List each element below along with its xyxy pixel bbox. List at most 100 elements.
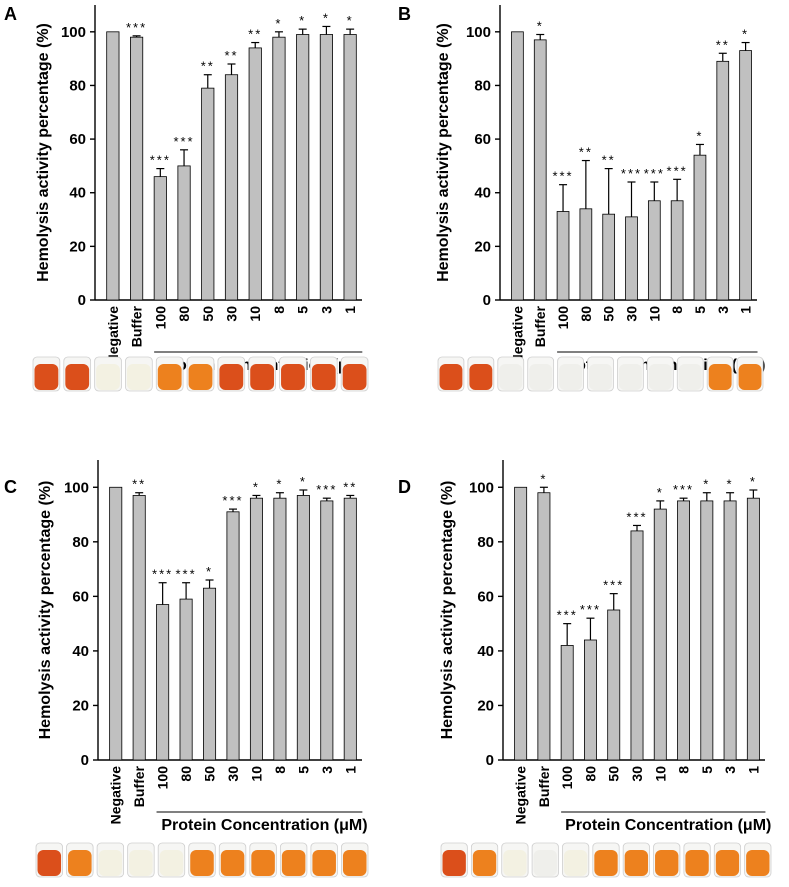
- category-label: 100: [559, 766, 575, 790]
- tube-liquid: [342, 850, 367, 876]
- significance-label: *: [275, 16, 282, 31]
- bar-80: [579, 208, 593, 301]
- tube-liquid: [563, 850, 588, 876]
- tube: [186, 356, 215, 392]
- tube: [706, 356, 734, 392]
- tube: [125, 356, 153, 392]
- tube-liquid: [34, 364, 59, 390]
- tube: [557, 356, 584, 392]
- significance-label: *: [696, 128, 703, 143]
- category-label: Negative: [108, 766, 124, 825]
- category-label: 50: [601, 306, 617, 322]
- bar-50: [607, 609, 621, 761]
- tube-liquid: [342, 364, 367, 390]
- tube: [676, 356, 704, 392]
- y-tick-label: 0: [81, 752, 89, 769]
- tube: [279, 356, 307, 392]
- category-label: 5: [295, 766, 311, 774]
- bar-30: [625, 216, 638, 301]
- significance-label: ***: [673, 482, 694, 497]
- tube-liquid: [469, 364, 493, 390]
- y-tick-label: 100: [469, 479, 494, 496]
- tube-liquid: [37, 850, 62, 876]
- significance-label: ***: [222, 493, 243, 508]
- bar-buffer: [537, 492, 551, 761]
- tube-liquid: [715, 850, 740, 876]
- y-tick-label: 60: [72, 588, 89, 605]
- significance-label: ***: [175, 567, 196, 582]
- tube-liquid: [618, 364, 642, 390]
- bar-80: [177, 165, 191, 301]
- y-tick-label: 60: [474, 131, 491, 148]
- tube-liquid: [188, 364, 213, 390]
- tube: [592, 842, 620, 878]
- category-label: 30: [224, 306, 240, 322]
- significance-label: *: [657, 485, 664, 500]
- tube: [155, 356, 184, 392]
- bar-8: [272, 36, 286, 301]
- tube-liquid: [678, 364, 702, 390]
- y-axis-label: Hemolysis activity percentage (%): [439, 481, 456, 740]
- tube-liquid: [250, 364, 275, 390]
- y-tick-label: 40: [474, 185, 491, 202]
- category-label: Buffer: [129, 305, 145, 347]
- tube: [646, 356, 674, 392]
- tube-liquid: [472, 850, 497, 876]
- tube: [467, 356, 495, 392]
- bar-80: [179, 598, 193, 761]
- y-tick-label: 80: [69, 77, 86, 94]
- significance-label: **: [132, 477, 146, 492]
- tube-liquid: [624, 850, 649, 876]
- y-tick-label: 0: [483, 292, 491, 309]
- category-label: 10: [646, 306, 662, 322]
- bar-30: [224, 74, 239, 301]
- category-label: 30: [629, 766, 645, 782]
- significance-label: ***: [152, 567, 173, 582]
- tube-liquid: [219, 364, 244, 390]
- category-label: 3: [722, 766, 738, 774]
- tube: [736, 356, 764, 392]
- tube: [310, 842, 338, 878]
- significance-label: **: [716, 37, 730, 52]
- category-label: 50: [202, 766, 218, 782]
- tube: [96, 842, 125, 878]
- tube: [66, 842, 94, 878]
- significance-label: ***: [626, 509, 647, 524]
- category-label: 30: [624, 306, 640, 322]
- tube-liquid: [281, 364, 305, 390]
- tube-liquid: [708, 364, 732, 390]
- category-label: 3: [318, 306, 334, 314]
- tube-liquid: [594, 850, 618, 876]
- tube-liquid: [157, 364, 182, 390]
- category-label: Buffer: [536, 765, 552, 807]
- y-tick-label: 0: [486, 752, 494, 769]
- tube-liquid: [655, 850, 679, 876]
- tube: [617, 356, 644, 392]
- significance-label: ***: [580, 602, 601, 617]
- tube-liquid: [68, 850, 92, 876]
- tube-photo-strip: [437, 356, 764, 392]
- bar-100: [153, 176, 167, 301]
- panel-letter: D: [398, 477, 411, 497]
- significance-label: ***: [644, 166, 665, 181]
- significance-label: *: [750, 474, 757, 489]
- significance-label: *: [276, 477, 283, 492]
- bar-50: [201, 87, 215, 301]
- bar-10: [249, 497, 263, 761]
- bar-8: [677, 500, 690, 761]
- category-label: Negative: [513, 766, 529, 825]
- tube-liquid: [129, 850, 153, 876]
- category-label: Negative: [105, 306, 121, 365]
- panel-a: A 0 20 40 60 80 100 Hemolysis activity percenta…: [4, 4, 369, 392]
- tube-liquid: [220, 850, 245, 876]
- significance-label: ***: [150, 153, 171, 168]
- category-label: 80: [582, 766, 598, 782]
- significance-label: ***: [126, 20, 147, 35]
- category-label: 80: [578, 306, 594, 322]
- tube: [622, 842, 650, 878]
- significance-label: **: [201, 59, 215, 74]
- y-tick-label: 60: [69, 131, 86, 148]
- significance-label: ***: [603, 578, 624, 593]
- bar-100: [556, 211, 570, 301]
- category-label: 10: [652, 766, 668, 782]
